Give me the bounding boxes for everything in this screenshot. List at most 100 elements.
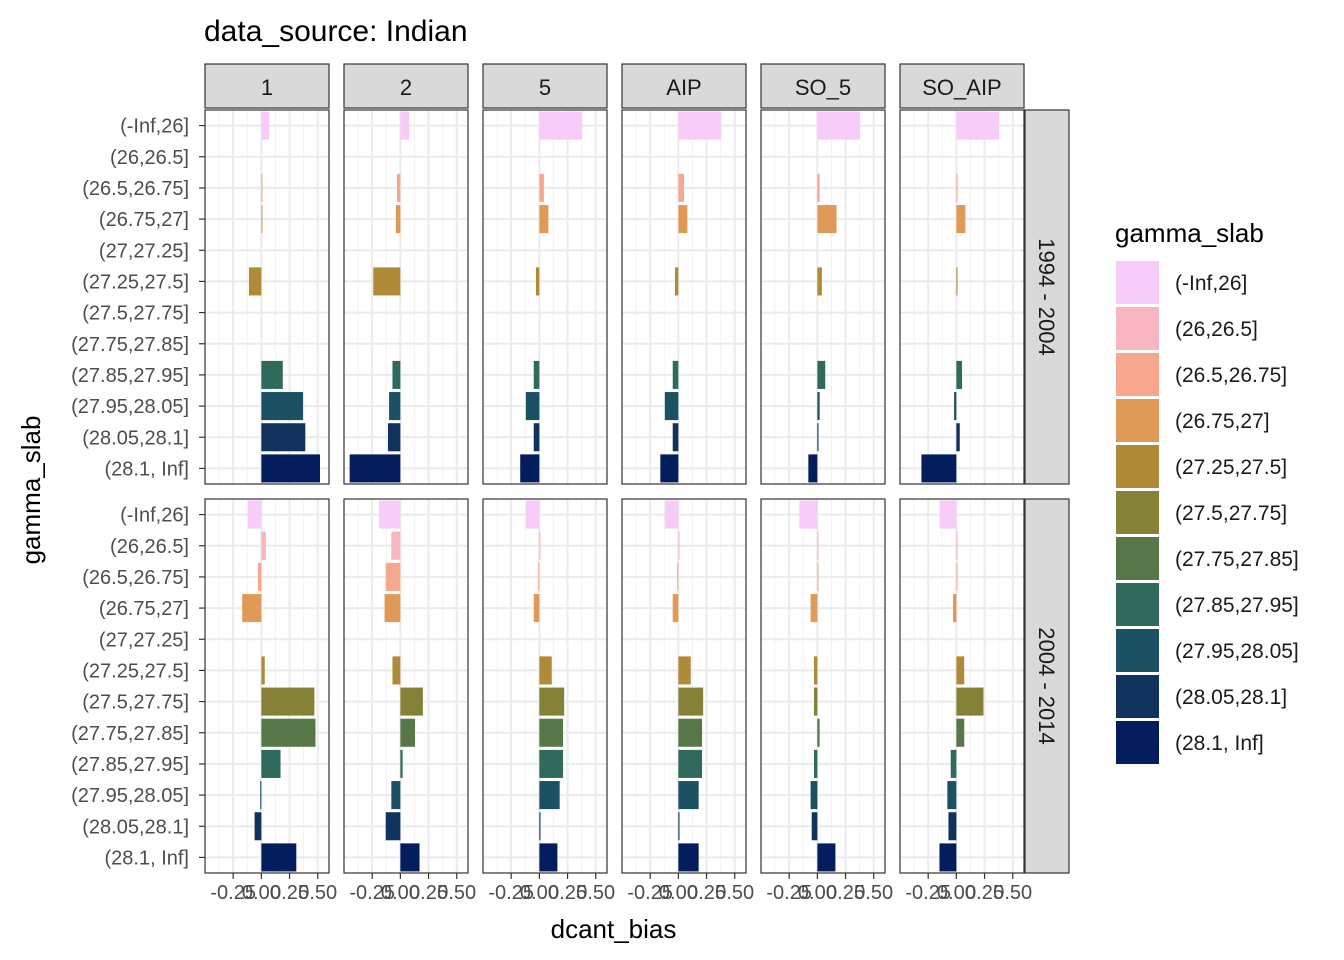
- y-tick-label: (27.95,28.05]: [71, 785, 189, 807]
- panel-border: [760, 498, 886, 874]
- y-tick-label: (26.5,26.75]: [82, 567, 189, 589]
- bar-26-75-27: [956, 205, 966, 234]
- legend-label-27-75-27-85: (27.75,27.85]: [1175, 548, 1299, 571]
- x-tick-label: -0.25: [349, 882, 395, 904]
- panel-border: [482, 498, 608, 874]
- bar-27-95-28-05: [947, 781, 957, 810]
- legend-title: gamma_slab: [1115, 218, 1264, 248]
- bar-28-1-inf: [921, 454, 957, 483]
- bar-inf-26: [678, 111, 722, 140]
- bar-26-75-27: [384, 594, 401, 623]
- bar-26-75-27: [810, 594, 818, 623]
- panel-so-5-1994-2004: [760, 109, 886, 485]
- x-tick-label: 0.00: [659, 882, 698, 904]
- legend-label-26-75-27: (26.75,27]: [1175, 410, 1270, 433]
- bar-27-85-27-95: [672, 360, 679, 389]
- legend-label-28-05-28-1: (28.05,28.1]: [1175, 686, 1287, 709]
- panel-5-1994-2004: [482, 109, 608, 485]
- panel-border: [621, 498, 747, 874]
- facet-panels: 1 2 5 AIP SO_5 SO_AIP 1994 - 2004 2004 - 2014 (-…: [71, 63, 1070, 904]
- bar-26-5-26-75: [956, 562, 958, 591]
- bar-26-75-27: [242, 594, 262, 623]
- bar-26-5-26-75: [817, 173, 820, 202]
- bar-28-05-28-1: [811, 812, 818, 841]
- bar-27-85-27-95: [678, 749, 703, 778]
- facet-strip-label-1994-2004: 1994 - 2004: [1034, 238, 1059, 355]
- panel-border: [343, 498, 469, 874]
- chart-title: data_source: Indian: [204, 15, 468, 48]
- bar-28-1-inf: [939, 843, 957, 872]
- legend-label-inf-26: (-Inf,26]: [1175, 272, 1247, 295]
- bar-26-5-26-75: [538, 562, 540, 591]
- x-tick-label: 0.50: [437, 882, 476, 904]
- panel-border: [482, 109, 608, 485]
- bar-28-1-inf: [261, 454, 320, 483]
- bar-28-1-inf: [817, 843, 836, 872]
- panel-border: [760, 109, 886, 485]
- bar-26-5-26-75: [385, 562, 401, 591]
- x-axis-label: dcant_bias: [551, 914, 677, 944]
- bar-28-1-inf: [261, 843, 297, 872]
- facet-strip-1994-2004: [1024, 109, 1070, 485]
- x-tick-label: 0.50: [715, 882, 754, 904]
- bar-inf-26: [939, 500, 957, 529]
- y-tick-label: (27,27.25]: [99, 629, 189, 651]
- y-tick-label: (26.5,26.75]: [82, 178, 189, 200]
- bar-27-95-28-05: [664, 392, 679, 421]
- y-tick-label: (27,27.25]: [99, 240, 189, 262]
- facet-strip-5: [482, 63, 608, 109]
- facet-strip-label-2: 2: [400, 75, 412, 100]
- bar-27-85-27-95: [261, 360, 283, 389]
- y-tick-label: (26.75,27]: [99, 598, 189, 620]
- bar-inf-26: [261, 111, 270, 140]
- bar-28-05-28-1: [948, 812, 957, 841]
- facet-strip-2004-2014: [1024, 498, 1070, 874]
- panel-1-2004-2014: [204, 498, 330, 874]
- facet-strip-1: [204, 63, 330, 109]
- bar-28-05-28-1: [956, 423, 960, 452]
- bar-26-26-5: [817, 531, 819, 560]
- bar-27-85-27-95: [539, 749, 564, 778]
- bar-27-75-27-85: [678, 718, 703, 747]
- x-tick-label: 0.00: [937, 882, 976, 904]
- panel-border: [899, 498, 1025, 874]
- x-tick-label: -0.25: [488, 882, 534, 904]
- bar-27-5-27-75: [539, 687, 565, 716]
- legend-label-27-25-27-5: (27.25,27.5]: [1175, 456, 1287, 479]
- bar-28-1-inf: [520, 454, 540, 483]
- panel-background: [622, 110, 746, 484]
- x-tick-label: 0.50: [298, 882, 337, 904]
- x-tick-label: 0.25: [409, 882, 448, 904]
- bar-27-95-28-05: [678, 781, 699, 810]
- bar-28-05-28-1: [387, 423, 401, 452]
- bar-28-05-28-1: [817, 423, 819, 452]
- bar-26-5-26-75: [956, 173, 958, 202]
- bar-27-95-28-05: [810, 781, 818, 810]
- x-tick-label: 0.00: [381, 882, 420, 904]
- legend-label-27-5-27-75: (27.5,27.75]: [1175, 502, 1287, 525]
- legend-swatch-28-05-28-1: [1116, 675, 1159, 718]
- bar-27-25-27-5: [956, 656, 965, 685]
- legend-swatch-27-85-27-95: [1116, 583, 1159, 626]
- x-tick-label: -0.25: [905, 882, 951, 904]
- bar-27-5-27-75: [400, 687, 423, 716]
- bar-27-25-27-5: [392, 656, 401, 685]
- bar-27-85-27-95: [261, 749, 281, 778]
- bar-26-5-26-75: [257, 562, 262, 591]
- bar-27-25-27-5: [539, 656, 552, 685]
- bar-26-5-26-75: [396, 173, 401, 202]
- bar-28-05-28-1: [678, 812, 680, 841]
- bar-26-5-26-75: [678, 173, 684, 202]
- bar-26-26-5: [678, 531, 680, 560]
- y-tick-label: (26,26.5]: [110, 536, 189, 558]
- bar-28-1-inf: [660, 454, 679, 483]
- facet-strip-label-5: 5: [539, 75, 551, 100]
- facet-strip-label-so-aip: SO_AIP: [922, 75, 1001, 100]
- bar-27-5-27-75: [956, 687, 984, 716]
- bar-28-05-28-1: [533, 423, 540, 452]
- bar-26-5-26-75: [677, 562, 679, 591]
- bar-27-25-27-5: [813, 656, 818, 685]
- bar-26-26-5: [956, 531, 958, 560]
- y-tick-label: (27.85,27.95]: [71, 754, 189, 776]
- facet-strip-label-so-5: SO_5: [795, 75, 851, 100]
